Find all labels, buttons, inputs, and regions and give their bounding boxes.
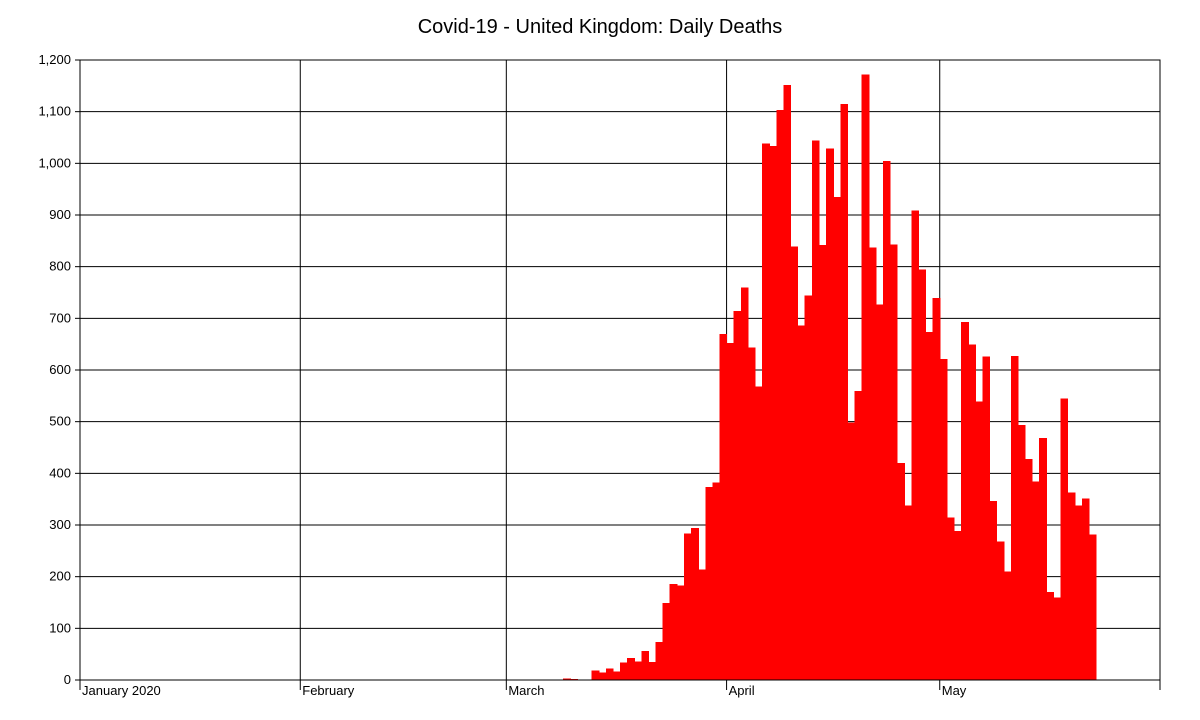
y-tick-label: 100 — [49, 620, 71, 635]
bar — [641, 651, 650, 680]
bar — [882, 160, 891, 680]
bar — [1060, 398, 1069, 680]
bar — [669, 583, 678, 680]
bar — [740, 287, 749, 680]
bar — [797, 325, 806, 680]
bar — [847, 422, 856, 680]
bar — [861, 74, 870, 680]
bar — [627, 657, 635, 680]
bar — [683, 533, 692, 680]
bar — [961, 321, 969, 680]
bar — [648, 661, 657, 680]
bar — [953, 531, 962, 680]
bar — [1053, 597, 1062, 680]
bar — [605, 668, 614, 680]
bar — [946, 517, 955, 680]
bar — [939, 359, 948, 680]
bar — [818, 244, 827, 680]
bar — [1032, 481, 1040, 680]
bar — [570, 678, 578, 680]
bar — [1088, 534, 1097, 680]
y-tick-labels: 0 100 200 300 400 500 600 700 800 900 1,000 1,100 1,… — [38, 52, 71, 687]
y-tick-label: 300 — [49, 517, 71, 532]
bar — [840, 103, 848, 680]
bar — [1025, 458, 1033, 680]
bar — [989, 501, 998, 680]
bar — [890, 244, 898, 680]
bar — [712, 482, 721, 680]
y-tick-label: 900 — [49, 207, 71, 222]
bar — [783, 84, 792, 681]
bar — [968, 344, 976, 680]
bar — [620, 662, 628, 680]
plot-frame — [79, 59, 1161, 681]
y-tick-label: 1,200 — [38, 52, 71, 67]
y-tick-label: 700 — [49, 310, 71, 325]
bar — [982, 356, 991, 680]
bar — [612, 671, 621, 680]
bar — [911, 210, 920, 680]
bar — [726, 343, 735, 680]
bar — [875, 304, 884, 680]
bar — [776, 110, 785, 680]
bar — [790, 246, 799, 680]
bar — [1010, 356, 1019, 680]
bar — [598, 672, 607, 680]
bar — [762, 143, 770, 680]
x-tick-label: March — [508, 683, 544, 698]
x-tick-labels: January 2020 February March April May — [82, 683, 967, 698]
bar — [1046, 592, 1055, 680]
bar — [1074, 505, 1083, 680]
bar — [833, 196, 841, 680]
y-tick-label: 200 — [49, 569, 71, 584]
bar — [975, 401, 983, 680]
y-tick-label: 500 — [49, 414, 71, 429]
bar — [662, 603, 671, 680]
bar — [747, 347, 756, 680]
y-tick-label: 1,000 — [38, 155, 71, 170]
y-tick-label: 600 — [49, 362, 71, 377]
x-tick-label: May — [942, 683, 967, 698]
x-tick-label: January 2020 — [82, 683, 161, 698]
bar — [634, 661, 642, 680]
y-tick-label: 1,100 — [38, 104, 71, 119]
axes — [75, 59, 1161, 690]
bar — [868, 247, 877, 681]
bars — [534, 74, 1097, 681]
x-tick-label: February — [302, 683, 355, 698]
bar — [826, 148, 834, 681]
bar — [1081, 498, 1090, 680]
bar — [1039, 438, 1047, 680]
bar — [691, 528, 699, 680]
bar — [932, 298, 941, 680]
bar — [705, 486, 713, 680]
bar — [591, 670, 600, 680]
y-tick-label: 0 — [64, 672, 71, 687]
bar — [755, 386, 763, 680]
bar — [698, 569, 706, 680]
bar — [811, 140, 820, 681]
bar — [563, 678, 571, 680]
bar — [676, 585, 685, 680]
bar — [1067, 492, 1076, 680]
bar — [655, 641, 664, 680]
x-tick-label: April — [729, 683, 755, 698]
bar — [996, 541, 1005, 680]
bar — [897, 463, 905, 680]
bar — [925, 331, 934, 680]
bar — [1003, 571, 1012, 680]
bar — [1017, 424, 1026, 680]
chart-title: Covid-19 - United Kingdom: Daily Deaths — [418, 16, 783, 38]
bar — [719, 333, 728, 680]
bar — [804, 295, 813, 680]
y-tick-label: 400 — [49, 465, 71, 480]
bar — [854, 391, 863, 680]
bar — [918, 269, 927, 680]
bar — [733, 311, 742, 680]
bar — [904, 505, 912, 680]
bar — [769, 145, 777, 680]
y-tick-label: 800 — [49, 259, 71, 274]
